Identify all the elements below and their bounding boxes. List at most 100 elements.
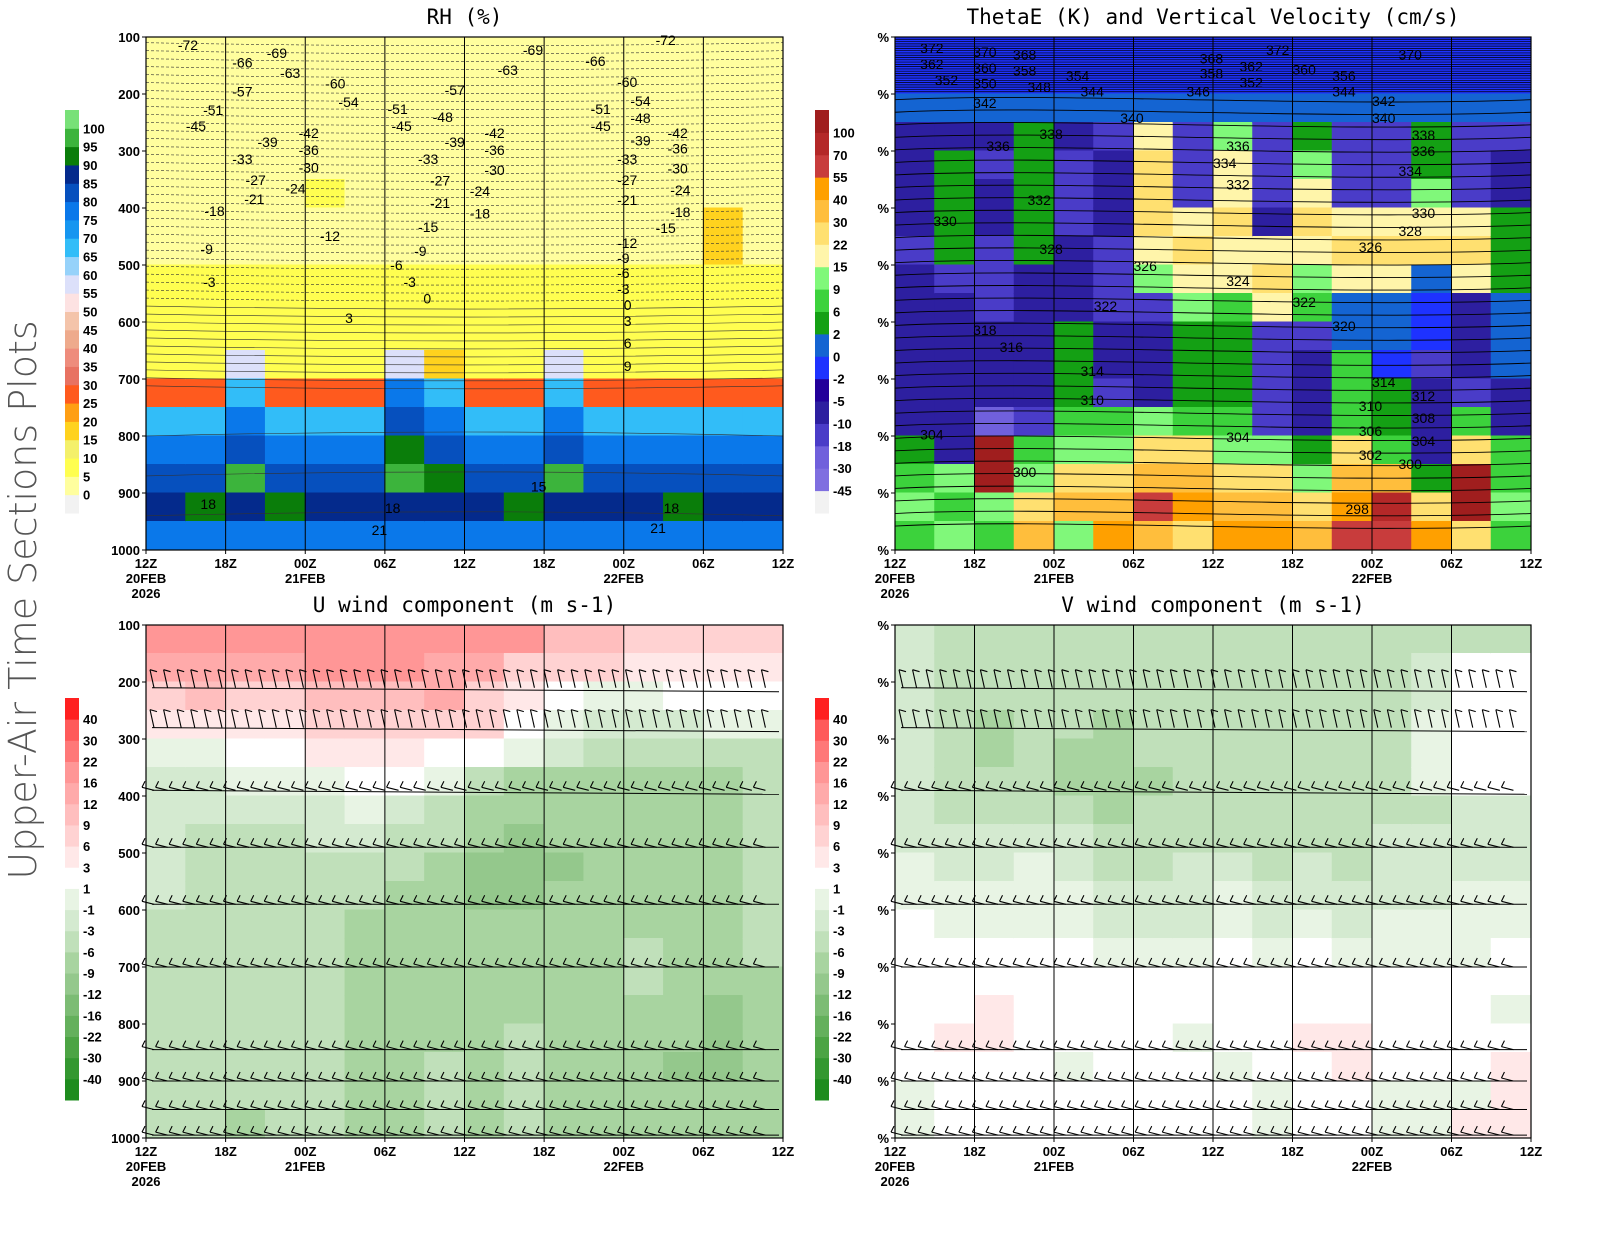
field-cell xyxy=(702,264,744,294)
wind-barb-flag xyxy=(999,1071,1004,1079)
wind-barb-flag xyxy=(1270,1100,1275,1107)
wind-barb-flag xyxy=(1446,1100,1451,1107)
wind-barb-flag xyxy=(399,1125,404,1133)
wind-barb-flag xyxy=(1066,1125,1071,1133)
wind-barb-flag xyxy=(720,669,728,673)
field-cell xyxy=(1172,653,1214,683)
wind-barb-flag xyxy=(1148,1100,1153,1107)
field-cell xyxy=(1133,321,1174,351)
contour-label: 372 xyxy=(1266,42,1290,58)
field-cell xyxy=(1451,236,1492,266)
field-cell xyxy=(623,995,665,1025)
wind-barb-flag xyxy=(467,781,472,788)
wind-barb-flag xyxy=(358,781,363,788)
wind-barb-flag xyxy=(739,957,744,965)
wind-barb-flag xyxy=(1500,1040,1505,1047)
wind-barb-flag xyxy=(258,669,266,673)
wind-barb-flag xyxy=(1270,838,1275,845)
field-cell xyxy=(1292,824,1333,854)
field-cell xyxy=(1331,795,1373,825)
wind-barb-flag xyxy=(1324,781,1329,788)
wind-barb xyxy=(543,709,549,728)
field-cell xyxy=(145,995,187,1025)
wind-barb xyxy=(925,669,931,688)
colorbar-label: 30 xyxy=(833,733,847,748)
wind-barb-flag xyxy=(1495,709,1504,713)
wind-barb-flag xyxy=(1311,957,1316,965)
wind-barb-flag xyxy=(1256,838,1261,845)
field-cell xyxy=(225,710,266,740)
wind-barb-flag xyxy=(1161,1100,1166,1107)
contour-label: 344 xyxy=(1081,84,1105,100)
field-cell xyxy=(543,1109,585,1139)
field-cell xyxy=(225,93,266,123)
wind-barb-flag xyxy=(331,781,336,788)
wind-barb-flag xyxy=(1161,895,1166,902)
field-cell xyxy=(742,435,784,465)
wind-barb-flag xyxy=(1365,1100,1370,1107)
thetae-contour xyxy=(894,96,1532,103)
colorbar-label: 40 xyxy=(833,712,847,727)
thetae-contour xyxy=(894,310,1532,316)
field-cell xyxy=(264,624,306,654)
field-cell xyxy=(543,795,585,825)
thetae-contour xyxy=(894,122,1532,128)
temperature-contour xyxy=(145,90,784,94)
wind-barb-flag xyxy=(1012,1071,1017,1079)
wind-barb-baseline xyxy=(900,687,1528,693)
y-tick-label: 400 xyxy=(118,201,140,216)
field-cell xyxy=(344,681,386,711)
field-cell xyxy=(503,852,545,882)
wind-barb-flag xyxy=(345,838,350,845)
field-cell xyxy=(1172,966,1214,996)
field-cell xyxy=(1013,293,1055,323)
field-cell xyxy=(185,1109,227,1139)
wind-barb-flag xyxy=(1441,709,1449,713)
wind-barb-flag xyxy=(1433,1040,1438,1047)
field-cell xyxy=(663,1023,704,1053)
wind-barb-flag xyxy=(953,669,961,673)
wind-barb-flag xyxy=(1473,838,1478,845)
field-cell xyxy=(464,624,505,654)
field-cell xyxy=(264,824,306,854)
panel-title: RH (%) xyxy=(427,5,503,29)
wind-barb xyxy=(407,669,413,688)
colorbar-label: -12 xyxy=(83,987,102,1002)
field-cell xyxy=(1411,1052,1452,1082)
wind-barb xyxy=(692,669,699,688)
field-cell xyxy=(623,1023,665,1053)
field-cell xyxy=(1093,909,1134,939)
field-cell xyxy=(663,1080,704,1110)
wind-barb-flag xyxy=(1311,1125,1316,1133)
field-cell xyxy=(225,122,266,152)
colorbar-swatch xyxy=(65,1036,79,1059)
field-cell xyxy=(1252,207,1293,237)
panel-v: V wind component (m s-1)%%%%%%%%%%12Z 18Z… xyxy=(815,593,1542,1189)
wind-barb-flag xyxy=(331,1100,336,1107)
field-cell xyxy=(1212,378,1254,408)
wind-barb-flag xyxy=(494,957,499,965)
wind-barb-flag xyxy=(475,709,484,713)
field-cell xyxy=(464,65,505,95)
field-cell xyxy=(663,264,704,294)
field-cell xyxy=(934,1109,975,1139)
field-cell xyxy=(503,492,545,522)
field-cell xyxy=(1172,350,1214,380)
wind-barb-flag xyxy=(236,838,241,845)
field-cell xyxy=(225,767,266,797)
wind-barb-flag xyxy=(155,1071,160,1079)
wind-barb-flag xyxy=(684,895,689,902)
field-cell xyxy=(344,407,386,437)
field-cell xyxy=(1013,653,1055,683)
wind-barb xyxy=(692,709,699,728)
field-cell xyxy=(543,93,585,123)
field-cell xyxy=(503,122,545,152)
field-cell xyxy=(702,407,744,437)
field-cell xyxy=(1172,852,1214,882)
wind-barb-flag xyxy=(904,781,909,788)
wind-barb-flag xyxy=(1093,838,1098,845)
field-cell xyxy=(1331,1023,1373,1053)
colorbar-swatch xyxy=(65,761,79,784)
field-cell xyxy=(1252,767,1293,797)
field-cell xyxy=(583,264,625,294)
